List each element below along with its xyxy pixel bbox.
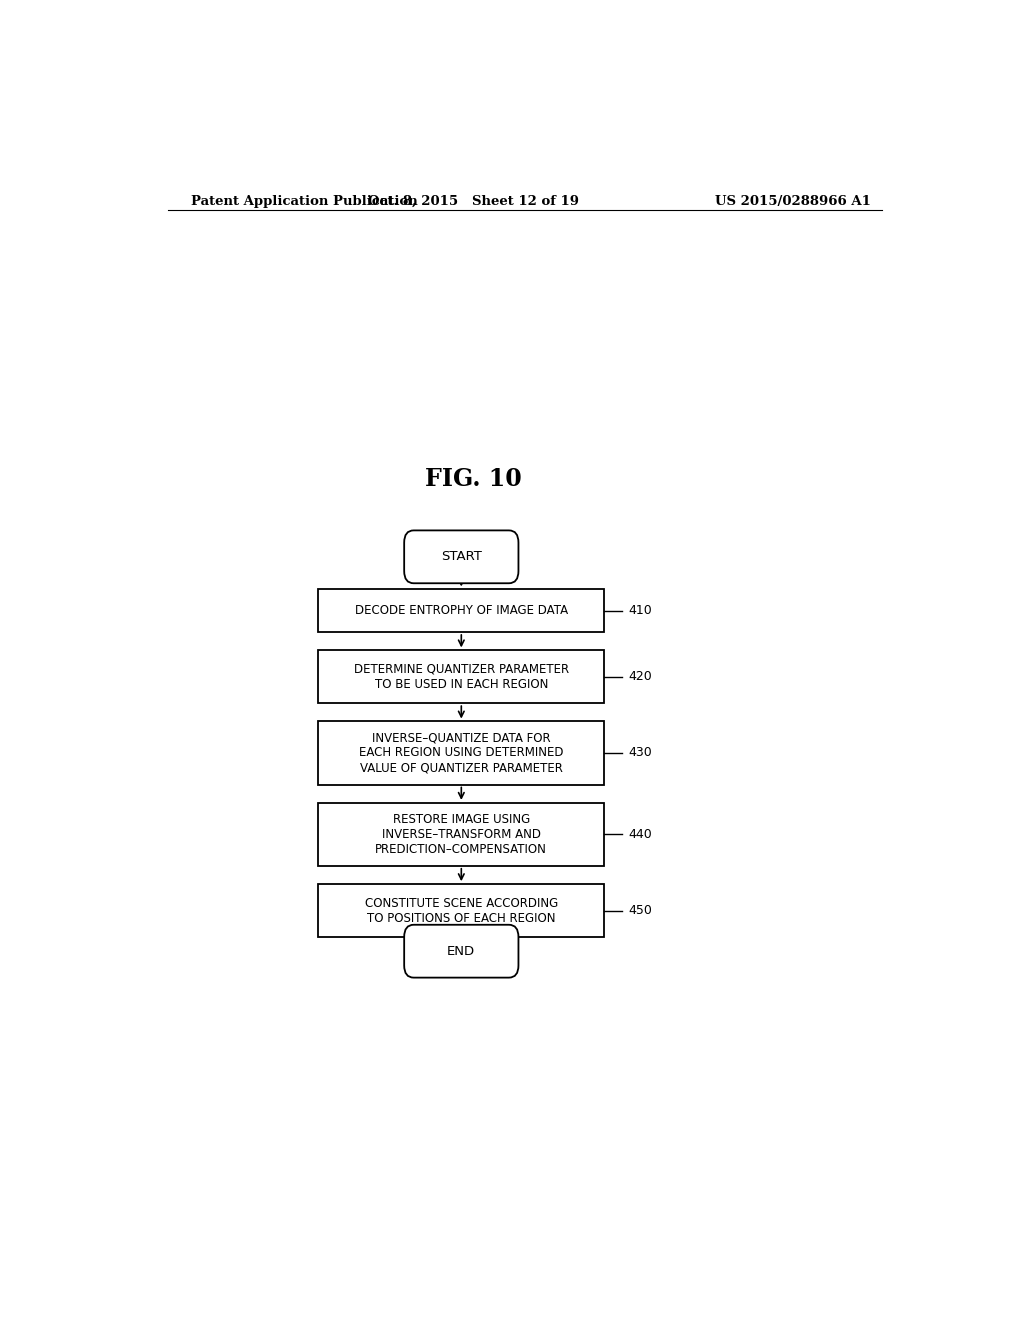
Text: FIG. 10: FIG. 10 [425,466,521,491]
Text: INVERSE–QUANTIZE DATA FOR
EACH REGION USING DETERMINED
VALUE OF QUANTIZER PARAME: INVERSE–QUANTIZE DATA FOR EACH REGION US… [359,731,563,775]
Bar [318,884,604,937]
Bar [318,803,604,866]
Text: 450: 450 [628,904,652,917]
Text: Patent Application Publication: Patent Application Publication [191,195,418,209]
FancyBboxPatch shape [404,531,518,583]
Bar [318,589,604,632]
Text: 420: 420 [628,671,651,684]
Text: CONSTITUTE SCENE ACCORDING
TO POSITIONS OF EACH REGION: CONSTITUTE SCENE ACCORDING TO POSITIONS … [365,896,558,924]
Text: 410: 410 [628,605,651,618]
Text: 430: 430 [628,747,651,759]
Text: 440: 440 [628,828,651,841]
Text: DECODE ENTROPHY OF IMAGE DATA: DECODE ENTROPHY OF IMAGE DATA [354,605,568,618]
Text: RESTORE IMAGE USING
INVERSE–TRANSFORM AND
PREDICTION–COMPENSATION: RESTORE IMAGE USING INVERSE–TRANSFORM AN… [376,813,547,855]
Text: DETERMINE QUANTIZER PARAMETER
TO BE USED IN EACH REGION: DETERMINE QUANTIZER PARAMETER TO BE USED… [353,663,569,690]
Bar [318,722,604,784]
Bar [318,651,604,704]
FancyBboxPatch shape [404,925,518,978]
Text: US 2015/0288966 A1: US 2015/0288966 A1 [715,195,871,209]
Text: Oct. 8, 2015   Sheet 12 of 19: Oct. 8, 2015 Sheet 12 of 19 [368,195,579,209]
Text: END: END [447,945,475,958]
Text: START: START [441,550,481,564]
